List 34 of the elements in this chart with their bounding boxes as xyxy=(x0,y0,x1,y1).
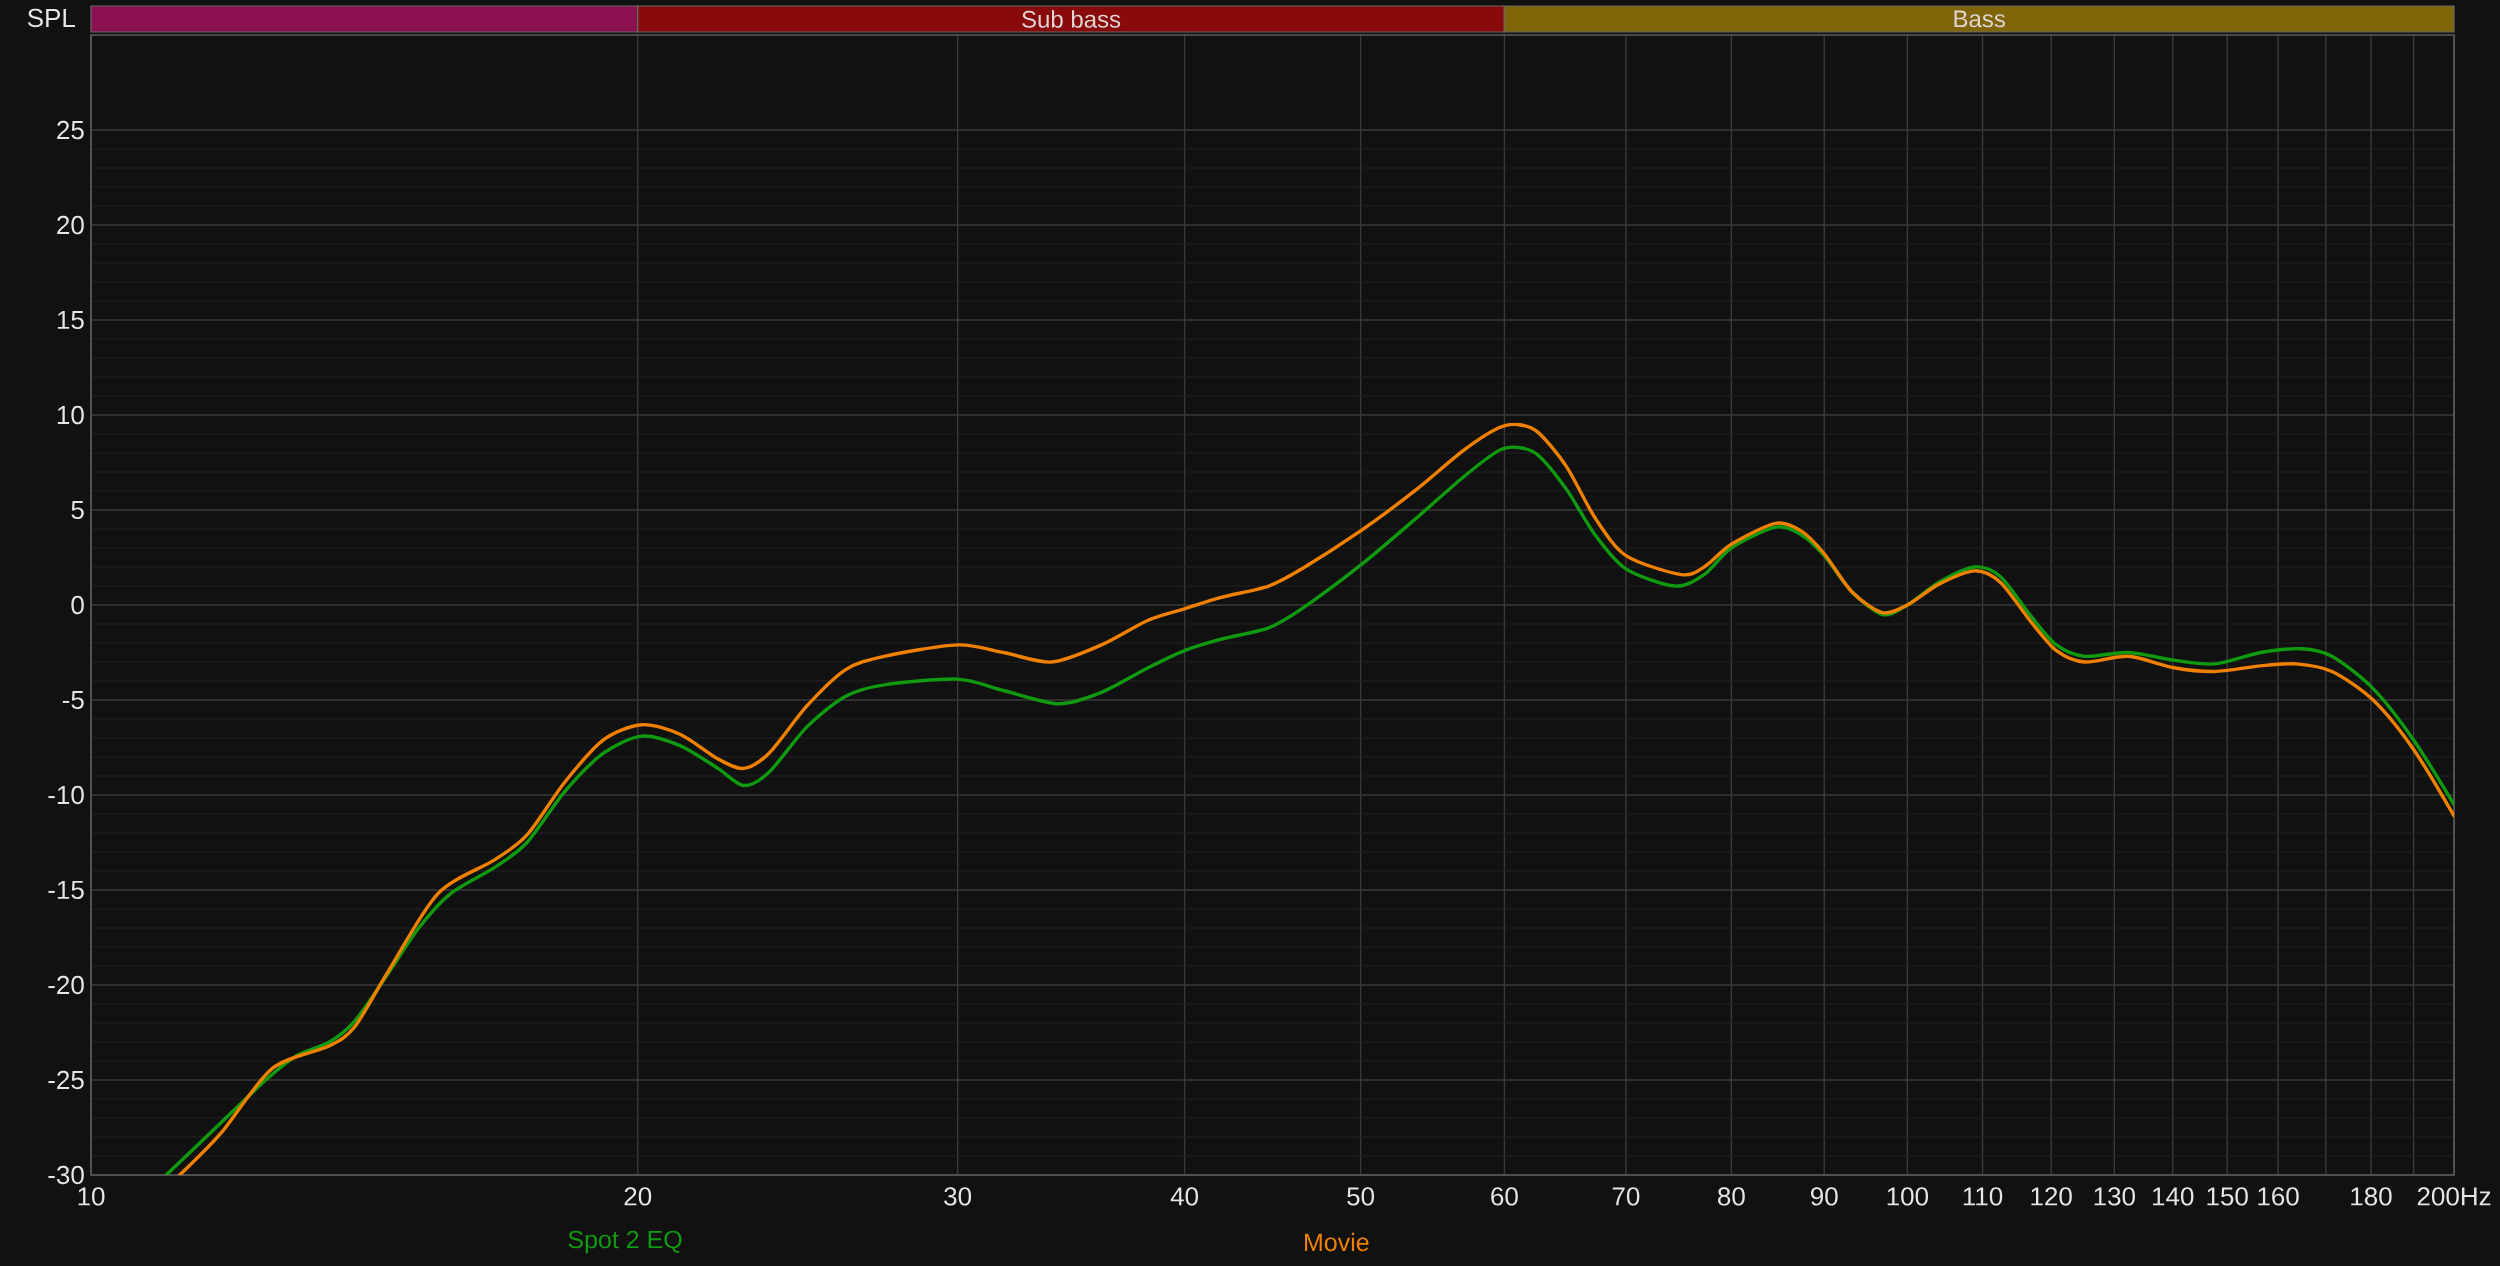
text: Movie xyxy=(1305,1232,1369,1252)
y-tick-label: -15 xyxy=(48,880,84,900)
x-tick-label: 130 xyxy=(2094,1187,2135,1206)
text: Spot 2 EQ xyxy=(568,1230,682,1254)
y-tick-label: 5 xyxy=(71,500,84,520)
x-tick-label: 160 xyxy=(2258,1187,2299,1206)
y-tick-label: 20 xyxy=(57,215,84,235)
y-tick-label: -10 xyxy=(48,785,84,805)
x-tick-label: 60 xyxy=(1491,1187,1518,1206)
y-tick-label: 10 xyxy=(57,405,84,425)
y-tick-label: 25 xyxy=(57,120,84,140)
y-tick-label: -5 xyxy=(62,690,84,710)
y-axis-title: SPL xyxy=(27,8,75,28)
x-tick-label: 70 xyxy=(1612,1187,1640,1206)
x-tick-label: 80 xyxy=(1718,1187,1745,1206)
x-tick-label: 50 xyxy=(1347,1187,1375,1206)
x-tick-label: 140 xyxy=(2153,1187,2194,1206)
x-tick-label: 20 xyxy=(624,1187,652,1206)
x-tick-label: 40 xyxy=(1170,1187,1199,1206)
y-tick-label: 0 xyxy=(71,595,84,615)
y-tick-label: -30 xyxy=(48,1165,84,1185)
x-tick-label: 180 xyxy=(2351,1187,2392,1206)
y-tick-label: -25 xyxy=(48,1070,84,1090)
text: Sub bass xyxy=(1022,10,1121,28)
x-tick-label: 100 xyxy=(1887,1187,1929,1206)
y-tick-label: 15 xyxy=(57,310,84,330)
x-tick-label: 30 xyxy=(944,1187,972,1206)
y-tick-label: -20 xyxy=(48,975,84,995)
x-tick-label: 110 xyxy=(1963,1187,2003,1206)
text: Bass xyxy=(1954,10,2005,28)
x-tick-label: 200Hz xyxy=(2417,1187,2491,1206)
x-tick-label: 120 xyxy=(2031,1187,2072,1206)
x-tick-label: 150 xyxy=(2207,1187,2248,1206)
x-tick-label: 90 xyxy=(1811,1187,1838,1206)
